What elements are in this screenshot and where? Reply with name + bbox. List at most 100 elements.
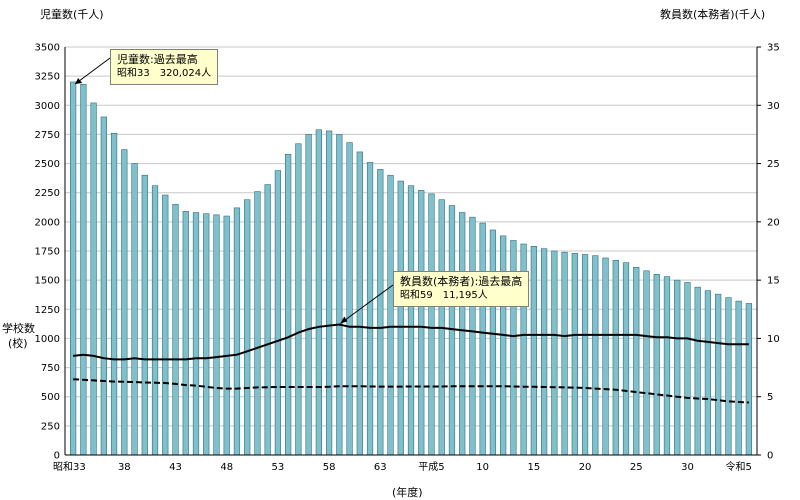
bar: [571, 253, 578, 456]
left-axis-title: 児童数(千人): [40, 8, 104, 21]
school-axis-title: 学校数: [2, 322, 35, 335]
callout-teachers-arrowhead: [340, 316, 348, 324]
left-tick-label: 3000: [35, 101, 60, 112]
bar: [622, 262, 630, 456]
x-tick-label: 令和5: [725, 460, 751, 473]
bar: [715, 293, 722, 456]
left-tick-label: 500: [41, 392, 60, 403]
bar: [428, 193, 435, 456]
left-tick-label: 2250: [35, 188, 60, 199]
right-tick-label: 20: [767, 217, 780, 228]
bar: [479, 222, 486, 456]
bar: [131, 163, 138, 456]
bar: [694, 286, 701, 456]
left-tick-label: 2750: [35, 130, 60, 141]
left-tick-label: 1250: [35, 305, 60, 316]
bar: [264, 184, 271, 456]
bar: [418, 190, 425, 456]
bar: [70, 81, 77, 456]
right-tick-label: 5: [767, 392, 773, 403]
x-axis-title: (年度): [392, 486, 423, 499]
callout-children-max: 児童数:過去最高 昭和33 320,024人: [110, 49, 219, 85]
bar: [151, 185, 159, 456]
bar: [213, 214, 220, 456]
x-tick-label: 25: [630, 462, 643, 473]
bar: [745, 303, 752, 456]
bar: [356, 151, 363, 456]
left-tick-label: 2500: [35, 159, 60, 170]
bar: [336, 134, 343, 456]
left-tick-label: 0: [54, 451, 60, 462]
right-tick-label: 25: [767, 159, 780, 170]
bar: [633, 267, 640, 456]
callout-children-arrowhead: [75, 77, 83, 84]
x-tick-label: 58: [323, 462, 336, 473]
x-tick-label: 15: [527, 462, 540, 473]
bar: [387, 174, 394, 456]
x-tick-label: 48: [220, 462, 233, 473]
bar: [561, 251, 568, 456]
bar: [602, 257, 609, 456]
right-tick-label: 35: [767, 43, 780, 54]
bar: [459, 212, 466, 456]
x-tick-label: 昭和33: [53, 461, 86, 473]
bar: [540, 248, 548, 456]
bar: [141, 174, 148, 456]
axes: [64, 46, 761, 456]
bar: [735, 300, 742, 456]
x-tick-label: 10: [476, 462, 489, 473]
left-tick-label: 250: [41, 421, 60, 432]
bar: [192, 212, 200, 456]
callout-children-value: 昭和33 320,024人: [117, 68, 212, 79]
x-tick-label: 30: [681, 462, 694, 473]
left-tick-label: 1500: [35, 276, 60, 287]
x-tick-label: 63: [374, 462, 387, 473]
bar: [325, 130, 333, 456]
bar: [285, 153, 292, 456]
bar: [407, 185, 415, 456]
bar: [274, 170, 282, 456]
bar: [469, 216, 476, 456]
callout-children-title: 児童数:過去最高: [117, 53, 198, 66]
bar: [305, 134, 312, 456]
bar: [172, 204, 179, 456]
bar: [653, 274, 660, 456]
right-tick-label: 0: [767, 451, 773, 462]
right-tick-label: 30: [767, 101, 780, 112]
x-tick-label: 38: [118, 462, 131, 473]
left-tick-label: 1750: [35, 247, 60, 258]
bar: [244, 199, 251, 456]
bar: [704, 290, 712, 456]
school-axis-unit: (校): [8, 337, 28, 350]
bar: [663, 276, 671, 456]
bar: [100, 116, 107, 456]
left-tick-label: 3250: [35, 72, 60, 83]
bar: [254, 191, 261, 456]
bar: [684, 282, 691, 456]
left-tick-label: 2000: [35, 217, 60, 228]
bar: [592, 255, 599, 456]
bar: [162, 194, 169, 456]
callout-teachers-max: 教員数(本務者):過去最高 昭和59 11,195人: [393, 271, 530, 307]
bar: [674, 279, 681, 456]
bar: [315, 129, 322, 456]
left-tick-label: 3500: [35, 43, 60, 54]
bar: [80, 84, 87, 456]
x-tick-label: 平成5: [418, 461, 444, 473]
x-tick-label: 43: [169, 462, 182, 473]
callout-teachers-title: 教員数(本務者):過去最高: [400, 275, 523, 288]
left-tick-label: 750: [41, 363, 60, 374]
schools-line: [73, 378, 749, 404]
bar: [295, 143, 302, 456]
right-axis-title: 教員数(本務者)(千人): [660, 8, 766, 21]
bar: [530, 246, 537, 456]
bar: [346, 142, 353, 456]
bar: [500, 235, 507, 456]
line-series: [72, 57, 749, 404]
bar: [377, 169, 384, 456]
tick-labels: 0250500750100012501500175020002250250027…: [35, 43, 780, 474]
bar: [581, 254, 589, 456]
x-tick-label: 20: [579, 462, 592, 473]
left-tick-label: 1000: [35, 334, 60, 345]
